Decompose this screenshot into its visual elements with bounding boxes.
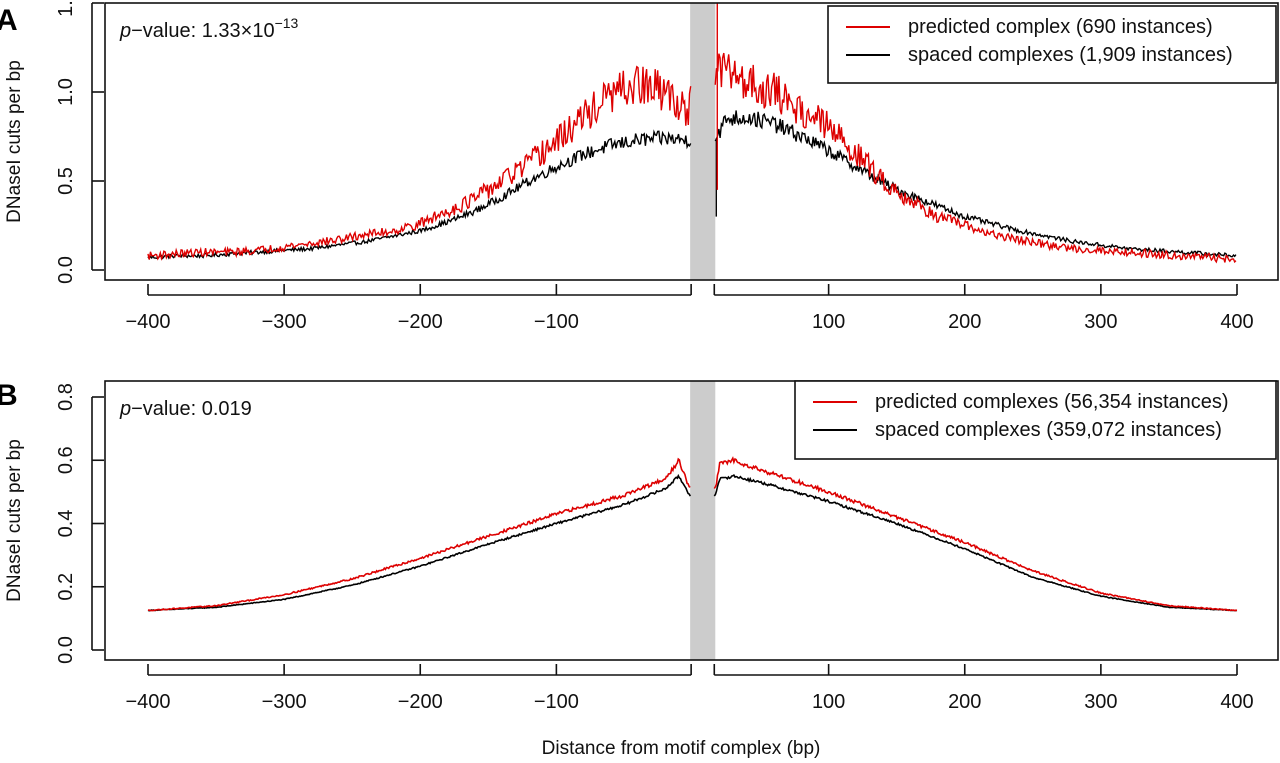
panel-letter: B bbox=[0, 379, 18, 412]
p-value-italic: p bbox=[119, 20, 131, 42]
p-value-annotation: p−value: 1.33×10−13 bbox=[119, 15, 299, 42]
y-axis-label: DNaseI cuts per bp bbox=[4, 439, 25, 602]
y-tick-label: 0.6 bbox=[55, 446, 77, 474]
legend-label-spaced: spaced complexes (359,072 instances) bbox=[875, 419, 1222, 441]
x-tick-label: 400 bbox=[1220, 691, 1253, 713]
x-tick-label: −400 bbox=[125, 691, 170, 713]
masked-motif-region bbox=[690, 3, 716, 280]
series-line-spaced-right bbox=[714, 110, 1237, 259]
legend: predicted complexes (56,354 instances) sp… bbox=[794, 380, 1277, 460]
y-tick-label: 1.0 bbox=[55, 78, 77, 106]
x-tick-label: 300 bbox=[1084, 691, 1117, 713]
series-line-spaced-left bbox=[147, 473, 692, 612]
legend-box bbox=[794, 380, 1277, 460]
legend: predicted complex (690 instances) spaced … bbox=[827, 5, 1277, 84]
x-tick-label: 200 bbox=[948, 311, 981, 333]
x-tick-label: 400 bbox=[1220, 311, 1253, 333]
panel-a: −400 −300 −200 −100 100 200 300 400 0.0 0.5 1.0 1.5… bbox=[0, 0, 1279, 333]
x-tick-label: 100 bbox=[812, 311, 845, 333]
x-axis-label: Distance from motif complex (bp) bbox=[542, 738, 821, 759]
series-line-predicted-left bbox=[147, 457, 691, 612]
x-tick-label: 300 bbox=[1084, 311, 1117, 333]
series-line-predicted-right bbox=[714, 52, 1237, 264]
p-value-annotation: p−value: 0.019 bbox=[119, 398, 252, 420]
y-tick-label: 0.5 bbox=[55, 167, 77, 195]
legend-label-spaced: spaced complexes (1,909 instances) bbox=[908, 44, 1233, 66]
legend-label-predicted: predicted complexes (56,354 instances) bbox=[875, 391, 1229, 413]
panel-letter: A bbox=[0, 4, 18, 37]
series-line-predicted-right bbox=[713, 456, 1238, 612]
x-tick-label: −100 bbox=[534, 311, 579, 333]
y-tick-label: 0.8 bbox=[55, 383, 77, 411]
series-line-predicted-left bbox=[147, 65, 692, 261]
y-tick-label: 0.0 bbox=[55, 256, 77, 284]
p-value-text: −value: 1.33×10 bbox=[131, 20, 274, 42]
x-tick-label: 200 bbox=[948, 691, 981, 713]
plot-frame bbox=[104, 380, 1279, 661]
plot-frame bbox=[104, 2, 1279, 281]
x-tick-label: −400 bbox=[125, 311, 170, 333]
y-tick-label: 1.5 bbox=[55, 0, 77, 17]
panel-b: −400 −300 −200 −100 100 200 300 400 0.0 0.2 0.4 0.6… bbox=[0, 379, 1279, 713]
y-tick-label: 0.4 bbox=[55, 510, 77, 538]
legend-label-predicted: predicted complex (690 instances) bbox=[908, 16, 1213, 38]
x-tick-label: −300 bbox=[262, 691, 307, 713]
p-value-italic: p bbox=[119, 398, 131, 420]
x-tick-label: −200 bbox=[398, 311, 443, 333]
series-line-spaced-left bbox=[147, 129, 692, 260]
p-value-exponent: −13 bbox=[275, 15, 299, 31]
y-axis-label: DNaseI cuts per bp bbox=[4, 60, 25, 223]
p-value-text: −value: 0.019 bbox=[131, 398, 252, 420]
series-line-spaced-right bbox=[713, 473, 1238, 612]
x-tick-label: −300 bbox=[262, 311, 307, 333]
legend-box bbox=[827, 5, 1277, 84]
x-tick-label: −200 bbox=[398, 691, 443, 713]
masked-motif-region bbox=[690, 381, 716, 660]
y-tick-label: 0.0 bbox=[55, 636, 77, 664]
x-tick-label: 100 bbox=[812, 691, 845, 713]
y-tick-label: 0.2 bbox=[55, 573, 77, 601]
x-tick-label: −100 bbox=[534, 691, 579, 713]
